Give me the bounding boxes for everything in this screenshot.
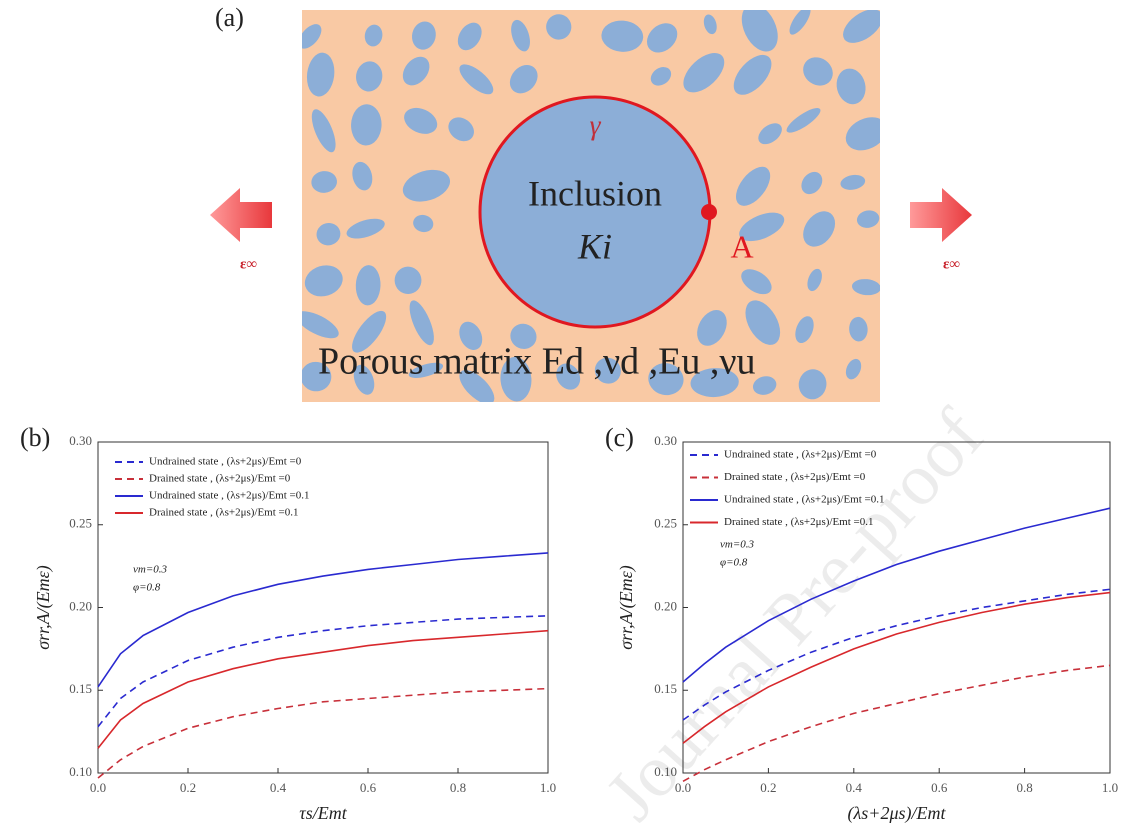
x-tick-label: 0.8: [450, 780, 466, 795]
annotation: φ=0.8: [720, 557, 748, 569]
x-tick-label: 1.0: [1102, 780, 1118, 795]
modulus-label: Ki: [577, 226, 612, 266]
annotation: νm=0.3: [133, 564, 167, 576]
y-axis-label: σrr,A/(Emε): [33, 565, 54, 649]
y-tick-label: 0.30: [654, 433, 677, 448]
y-tick-label: 0.25: [69, 516, 92, 531]
legend-label: Undrained state , (λs+2μs)/Emt =0: [724, 449, 877, 461]
annotation: νm=0.3: [720, 539, 754, 551]
strain-label: ε∞: [943, 256, 960, 272]
x-axis-label: (λs+2μs)/Emt: [848, 803, 947, 824]
series-line: [98, 616, 548, 727]
series-line: [98, 689, 548, 778]
x-tick-label: 0.4: [270, 780, 287, 795]
matrix-label: Porous matrix Ed ,νd ,Eu ,νu: [318, 341, 756, 383]
x-tick-label: 0.6: [360, 780, 377, 795]
x-tick-label: 0.8: [1016, 780, 1032, 795]
inclusion-label: Inclusion: [528, 173, 662, 213]
point-a: [701, 204, 717, 220]
y-tick-label: 0.20: [654, 598, 677, 613]
y-tick-label: 0.25: [654, 516, 677, 531]
x-tick-label: 0.2: [180, 780, 196, 795]
y-tick-label: 0.15: [69, 681, 92, 696]
x-tick-label: 0.2: [760, 780, 776, 795]
y-tick-label: 0.30: [69, 433, 92, 448]
series-line: [98, 631, 548, 749]
legend-label: Undrained state , (λs+2μs)/Emt =0.1: [724, 494, 885, 506]
x-tick-label: 0.6: [931, 780, 948, 795]
y-tick-label: 0.10: [69, 764, 92, 779]
legend-label: Drained state , (λs+2μs)/Emt =0.1: [724, 516, 874, 528]
x-tick-label: 1.0: [540, 780, 556, 795]
x-axis-label: τs/Emt: [299, 803, 347, 823]
y-tick-label: 0.15: [654, 681, 677, 696]
left-arrow: [210, 188, 272, 242]
boundary-label: γ: [589, 110, 601, 141]
legend-label: Drained state , (λs+2μs)/Emt =0.1: [149, 507, 299, 519]
diagram: (a) γ Inclusion Ki A Porous matrix Ed ,ν…: [210, 0, 972, 410]
legend-label: Undrained state , (λs+2μs)/Emt =0.1: [149, 490, 310, 502]
y-tick-label: 0.10: [654, 764, 677, 779]
annotation: φ=0.8: [133, 582, 161, 594]
strain-label: ε∞: [240, 256, 257, 272]
legend-label: Drained state , (λs+2μs)/Emt =0: [149, 473, 291, 485]
panel-label: (c): [605, 423, 634, 452]
y-axis-label: σrr,A/(Emε): [616, 565, 637, 649]
point-label: A: [730, 228, 753, 264]
panel-label: (a): [215, 3, 244, 32]
x-tick-label: 0.0: [90, 780, 106, 795]
figure: (a) γ Inclusion Ki A Porous matrix Ed ,ν…: [0, 0, 1126, 830]
panel-label: (b): [20, 423, 50, 452]
legend-label: Drained state , (λs+2μs)/Emt =0: [724, 471, 866, 483]
legend-label: Undrained state , (λs+2μs)/Emt =0: [149, 456, 302, 468]
x-tick-label: 0.0: [675, 780, 691, 795]
right-arrow: [910, 188, 972, 242]
x-tick-label: 0.4: [846, 780, 863, 795]
y-tick-label: 0.20: [69, 598, 92, 613]
